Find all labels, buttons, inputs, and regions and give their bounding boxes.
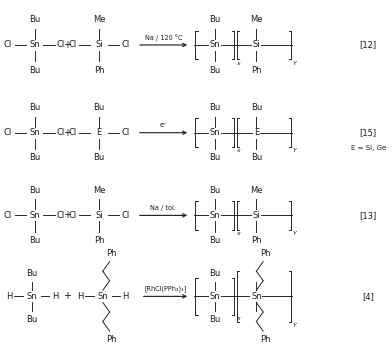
Text: Bu: Bu [209, 315, 220, 324]
Text: Y: Y [293, 231, 297, 236]
Text: Bu: Bu [209, 15, 220, 24]
Text: Ph: Ph [260, 248, 270, 258]
Text: Sn: Sn [29, 40, 40, 49]
Text: Cl: Cl [4, 211, 12, 220]
Text: Ph: Ph [106, 248, 117, 258]
Text: H: H [76, 292, 83, 301]
Text: +: + [63, 40, 71, 50]
Text: +: + [63, 128, 71, 138]
Text: Ph: Ph [106, 335, 117, 344]
Text: Na / tol.: Na / tol. [151, 205, 176, 211]
Text: Bu: Bu [26, 315, 38, 324]
Text: Bu: Bu [29, 236, 40, 245]
Text: e⁻: e⁻ [160, 122, 167, 128]
Text: Cl: Cl [4, 128, 12, 137]
Text: Me: Me [250, 15, 263, 24]
Text: Sn: Sn [27, 292, 37, 301]
Text: Bu: Bu [29, 103, 40, 112]
Text: H: H [6, 292, 12, 301]
Text: Sn: Sn [29, 128, 40, 137]
Text: E: E [254, 128, 259, 137]
Text: Sn: Sn [209, 128, 220, 137]
Text: Bu: Bu [209, 65, 220, 74]
Text: Cl: Cl [57, 40, 65, 49]
Text: Bu: Bu [209, 103, 220, 112]
Text: Me: Me [93, 15, 105, 24]
Text: [4]: [4] [362, 292, 374, 301]
Text: Bu: Bu [209, 186, 220, 195]
Text: x: x [236, 148, 240, 153]
Text: Y: Y [293, 61, 297, 66]
Text: Sn: Sn [209, 211, 220, 220]
Text: Bu: Bu [26, 269, 38, 278]
Text: Ph: Ph [94, 236, 104, 245]
Text: Me: Me [93, 186, 105, 195]
Text: Cl: Cl [121, 40, 129, 49]
Text: Ph: Ph [260, 335, 270, 344]
Text: Bu: Bu [29, 65, 40, 74]
Text: +: + [63, 291, 71, 301]
Text: H: H [52, 292, 58, 301]
Text: Bu: Bu [251, 103, 262, 112]
Text: Bu: Bu [93, 103, 105, 112]
Text: Sn: Sn [98, 292, 108, 301]
Text: Sn: Sn [251, 292, 262, 301]
Text: Cl: Cl [69, 40, 77, 49]
Text: Si: Si [252, 211, 260, 220]
Text: Bu: Bu [209, 269, 220, 278]
Text: Y: Y [293, 148, 297, 153]
Text: Cl: Cl [69, 211, 77, 220]
Text: Bu: Bu [29, 153, 40, 162]
Text: Sn: Sn [29, 211, 40, 220]
Text: E = Si, Ge: E = Si, Ge [350, 145, 386, 151]
Text: Bu: Bu [29, 15, 40, 24]
Text: Me: Me [250, 186, 263, 195]
Text: Cl: Cl [121, 128, 129, 137]
Text: Si: Si [95, 40, 103, 49]
Text: x: x [236, 61, 240, 66]
Text: [12]: [12] [359, 40, 377, 49]
Text: Sn: Sn [209, 40, 220, 49]
Text: Bu: Bu [209, 236, 220, 245]
Text: E: E [96, 128, 102, 137]
Text: Ph: Ph [251, 236, 261, 245]
Text: [RhCl(PPh₃)₃]: [RhCl(PPh₃)₃] [144, 286, 187, 292]
Text: [15]: [15] [359, 128, 377, 137]
Text: Ph: Ph [94, 65, 104, 74]
Text: Ph: Ph [251, 65, 261, 74]
Text: [13]: [13] [359, 211, 377, 220]
Text: Cl: Cl [57, 211, 65, 220]
Text: Cl: Cl [69, 128, 77, 137]
Text: Y: Y [293, 323, 297, 328]
Text: +: + [63, 211, 71, 220]
Text: x: x [236, 316, 240, 321]
Text: Cl: Cl [121, 211, 129, 220]
Text: Cl: Cl [57, 128, 65, 137]
Text: Bu: Bu [29, 186, 40, 195]
Text: Bu: Bu [93, 153, 105, 162]
Text: Si: Si [252, 40, 260, 49]
Text: H: H [123, 292, 129, 301]
Text: Bu: Bu [251, 153, 262, 162]
Text: Sn: Sn [209, 292, 220, 301]
Text: Na / 120 °C: Na / 120 °C [145, 34, 182, 41]
Text: x: x [236, 231, 240, 236]
Text: Bu: Bu [209, 153, 220, 162]
Text: Si: Si [95, 211, 103, 220]
Text: Cl: Cl [4, 40, 12, 49]
